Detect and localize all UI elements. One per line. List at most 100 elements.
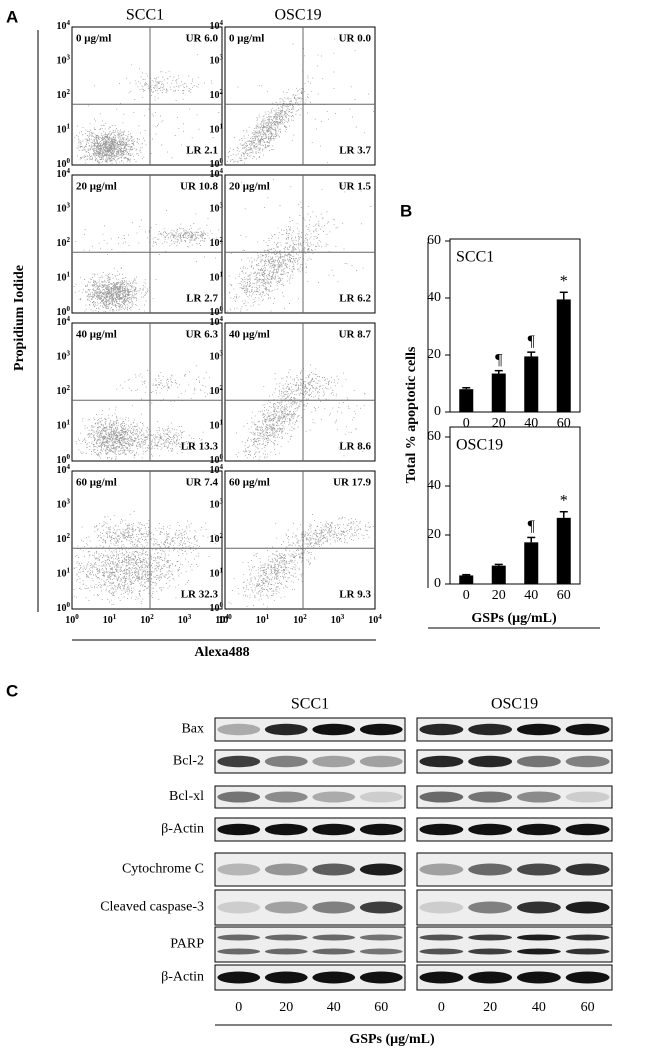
scatter-dots <box>227 38 374 164</box>
band <box>264 863 308 876</box>
tick-exp: 0 <box>67 157 71 165</box>
y-tick-label: 40 <box>427 478 441 493</box>
tick-label: 100 <box>210 601 224 615</box>
tick-label: 101 <box>103 613 117 627</box>
y-tick-label: 20 <box>427 347 441 362</box>
band <box>359 863 403 876</box>
band <box>468 791 513 803</box>
band <box>359 971 403 984</box>
tick-exp: 3 <box>188 613 192 621</box>
tick-base: 10 <box>210 421 220 432</box>
quadrant-value: LR 8.6 <box>339 441 371 453</box>
blot-frame <box>214 717 406 742</box>
band <box>419 823 464 836</box>
band <box>312 971 356 984</box>
band <box>359 723 403 736</box>
tick-base: 10 <box>57 569 67 580</box>
tick-base: 10 <box>57 307 67 318</box>
tick-label: 100 <box>57 305 71 319</box>
tick-base: 10 <box>57 159 67 170</box>
tick-exp: 3 <box>220 349 224 357</box>
tick-label: 101 <box>57 418 71 432</box>
dose-label: 60 μg/ml <box>229 477 270 489</box>
tick-exp: 0 <box>220 157 224 165</box>
tick-label: 100 <box>210 157 224 171</box>
blot-frame <box>416 749 613 774</box>
lane-label: 60 <box>374 1000 388 1015</box>
band <box>419 901 464 914</box>
tick-label: 102 <box>140 613 154 627</box>
tick-exp: 4 <box>220 315 224 323</box>
tick-base: 10 <box>57 273 67 284</box>
tick-exp: 1 <box>220 418 224 426</box>
band <box>312 934 356 941</box>
lane-label: 0 <box>438 1000 445 1015</box>
band <box>565 863 610 876</box>
group-title: OSC19 <box>491 696 538 713</box>
tick-exp: 0 <box>228 613 232 621</box>
tick-exp: 2 <box>220 384 224 392</box>
tick-base: 10 <box>57 421 67 432</box>
band <box>516 971 561 984</box>
band <box>516 934 561 941</box>
tick-base: 10 <box>256 615 266 626</box>
x-tick-label: 40 <box>524 416 538 431</box>
dose-label: 60 μg/ml <box>76 477 117 489</box>
tick-exp: 4 <box>220 463 224 471</box>
plot-frame <box>224 322 376 462</box>
tick-base: 10 <box>210 465 220 476</box>
y-tick-label: 0 <box>434 576 441 591</box>
tick-label: 103 <box>210 497 224 511</box>
band <box>468 948 513 955</box>
tick-base: 10 <box>215 615 225 626</box>
band <box>359 791 403 803</box>
quadrant-value: UR 1.5 <box>339 181 372 193</box>
plot-frame <box>71 322 223 462</box>
scatter-dots <box>227 178 372 312</box>
tick-base: 10 <box>293 615 303 626</box>
lane-label: 40 <box>532 1000 546 1015</box>
tick-exp: 4 <box>67 315 71 323</box>
tick-label: 103 <box>178 613 192 627</box>
band <box>565 791 610 803</box>
quadrant-value: UR 6.3 <box>186 329 219 341</box>
tick-label: 102 <box>210 88 224 102</box>
tick-exp: 3 <box>220 497 224 505</box>
tick-label: 102 <box>57 384 71 398</box>
tick-exp: 2 <box>67 88 71 96</box>
band <box>516 823 561 836</box>
tick-base: 10 <box>57 56 67 67</box>
band <box>312 901 356 914</box>
tick-base: 10 <box>210 307 220 318</box>
band <box>312 755 356 768</box>
tick-base: 10 <box>57 352 67 363</box>
quadrant-value: LR 3.7 <box>339 145 371 157</box>
tick-exp: 1 <box>113 613 117 621</box>
band <box>565 934 610 941</box>
tick-base: 10 <box>210 603 220 614</box>
significance-marker: * <box>560 273 568 290</box>
row-label: β-Actin <box>161 970 204 985</box>
band <box>264 948 308 955</box>
band <box>565 823 610 836</box>
blot-frame <box>214 926 406 963</box>
bar <box>556 517 571 584</box>
tick-label: 102 <box>210 236 224 250</box>
quadrant-value: LR 2.7 <box>186 293 218 305</box>
band <box>264 934 308 941</box>
bar <box>556 299 571 412</box>
band <box>217 791 261 803</box>
band <box>359 755 403 768</box>
tick-base: 10 <box>210 204 220 215</box>
tick-base: 10 <box>210 56 220 67</box>
tick-exp: 4 <box>378 613 382 621</box>
plot-frame <box>224 470 376 610</box>
band <box>419 934 464 941</box>
tick-exp: 2 <box>220 236 224 244</box>
band <box>565 723 610 736</box>
y-tick-label: 40 <box>427 290 441 305</box>
tick-base: 10 <box>57 238 67 249</box>
tick-label: 104 <box>57 19 71 33</box>
bar <box>459 389 474 412</box>
bar <box>524 356 539 412</box>
